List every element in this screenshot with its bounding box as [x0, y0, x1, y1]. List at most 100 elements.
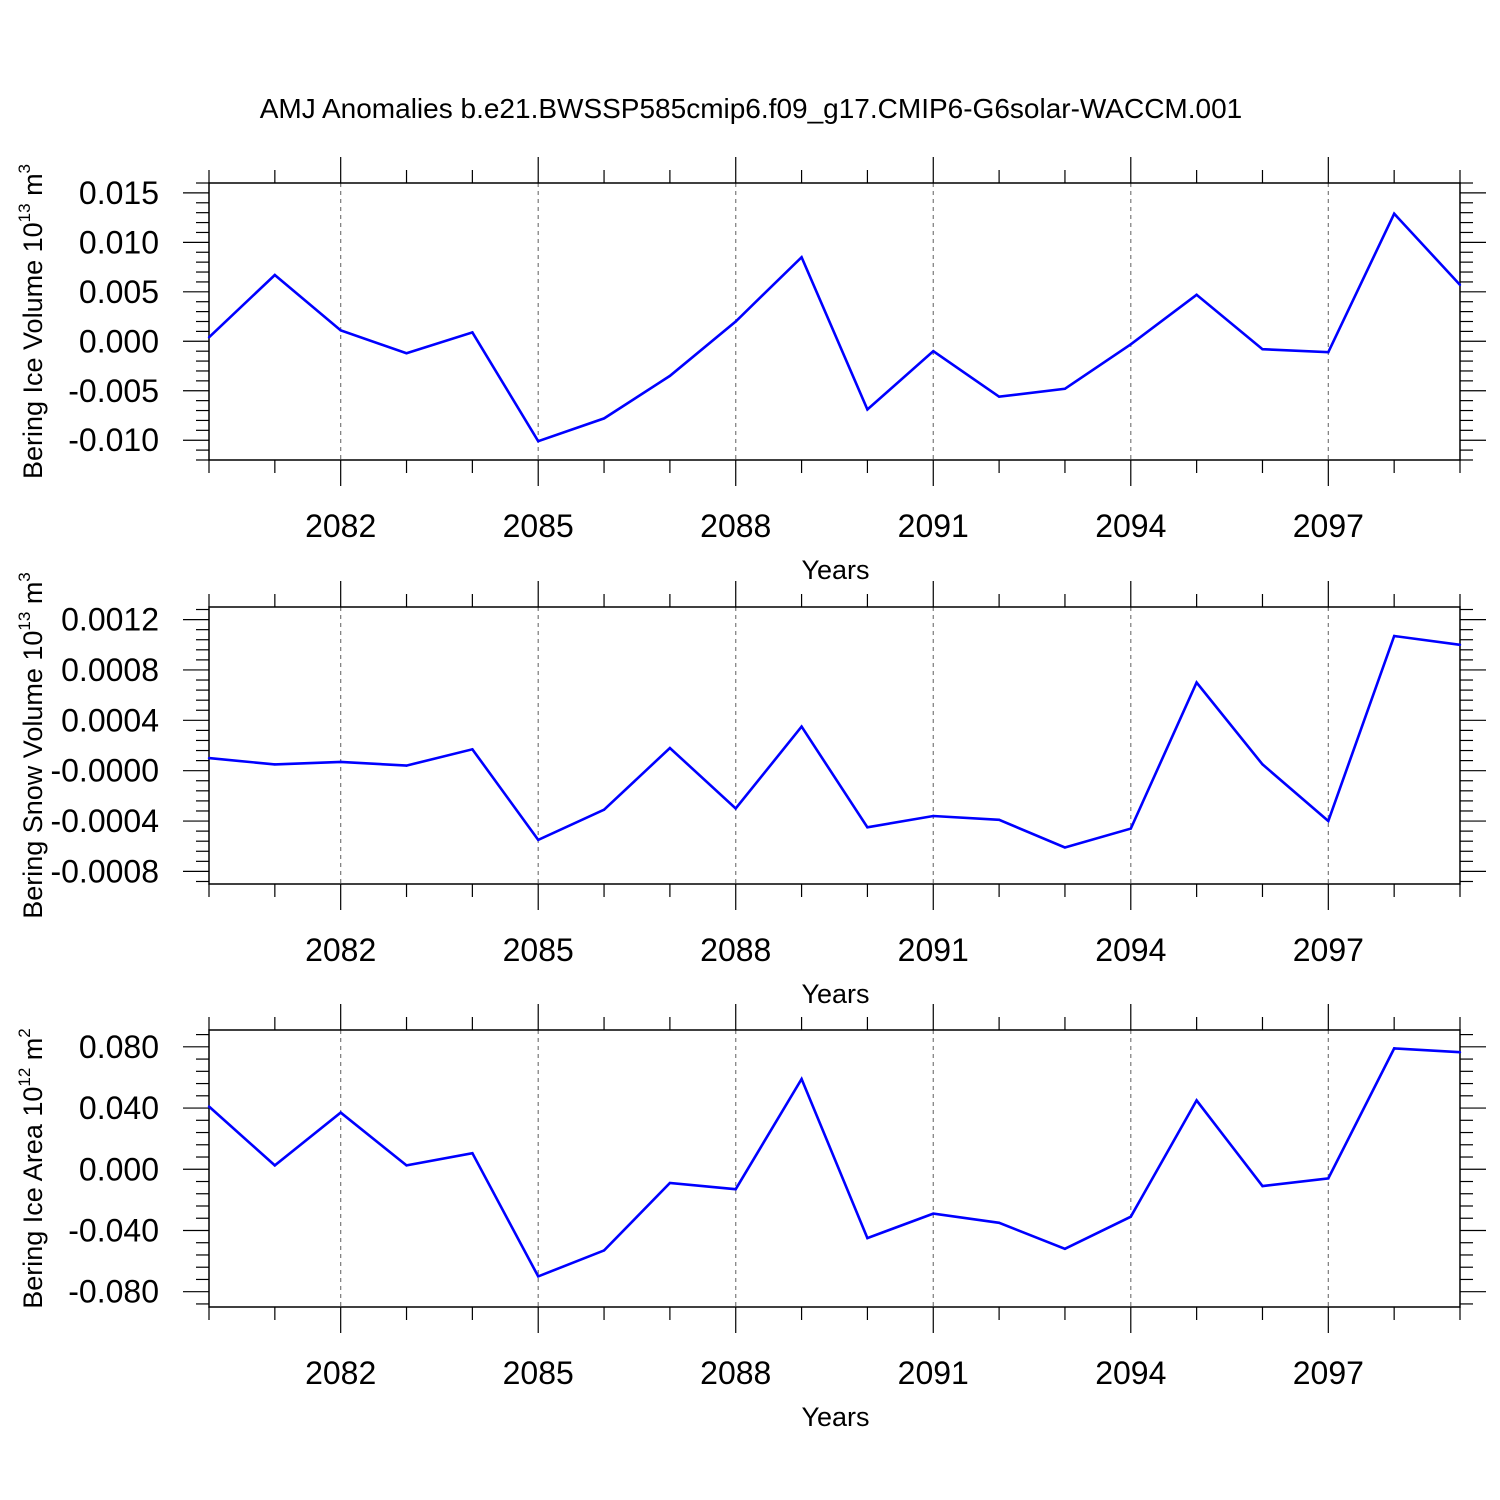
chart-title: AMJ Anomalies b.e21.BWSSP585cmip6.f09_g1…	[260, 93, 1243, 124]
data-point	[1261, 1184, 1264, 1188]
data-point	[800, 1077, 803, 1081]
x-tick-label: 2097	[1293, 1355, 1364, 1391]
data-point	[668, 374, 672, 378]
data-point	[471, 331, 474, 334]
plot-frame	[208, 1029, 1461, 1308]
x-tick-label: 2082	[305, 1355, 376, 1391]
data-point	[537, 440, 540, 443]
data-point	[207, 756, 211, 760]
data-point	[471, 748, 474, 751]
data-point	[339, 760, 342, 764]
data-point	[405, 764, 408, 767]
data-point	[273, 273, 277, 277]
data-point	[734, 320, 737, 323]
y-tick-label: 0.080	[79, 1029, 159, 1065]
data-point	[602, 417, 606, 420]
x-tick-label: 2094	[1095, 932, 1166, 968]
data-point	[339, 329, 342, 332]
y-tick-label: -0.040	[68, 1212, 159, 1248]
x-axis-title: Years	[801, 979, 869, 1009]
data-point	[932, 349, 935, 353]
y-tick-label: 0.0004	[61, 702, 159, 738]
data-point	[1063, 846, 1067, 849]
data-point	[1458, 643, 1462, 646]
data-point	[1129, 1215, 1132, 1218]
x-tick-label: 2097	[1293, 508, 1364, 544]
data-point	[800, 725, 803, 728]
x-tick-label: 2085	[503, 1355, 574, 1391]
data-point	[1327, 1177, 1330, 1180]
y-axis-title: Bering Snow Volume 1013 m3	[15, 572, 48, 919]
y-tick-label: -0.080	[68, 1274, 159, 1310]
x-tick-label: 2082	[305, 508, 376, 544]
y-axis-title: Bering Ice Volume 1013 m3	[15, 164, 48, 479]
data-point	[997, 395, 1001, 398]
series-line	[208, 1047, 1461, 1279]
y-axis-title: Bering Ice Area 1012 m2	[15, 1028, 48, 1309]
y-tick-label: -0.0000	[50, 753, 159, 789]
data-point	[1458, 283, 1462, 287]
panel-3: 2082 2085 2088 2091 2094 2097 0.080 0.040 0.000 -…	[15, 1004, 1486, 1432]
y-tick-label: 0.0008	[61, 652, 159, 688]
data-point	[273, 1164, 277, 1167]
panels: 2082 2085 2088 2091 2094 2097 0.015 0.010 0.005 0…	[15, 157, 1486, 1432]
data-point	[405, 1164, 408, 1167]
y-tick-label: 0.010	[79, 224, 159, 260]
y-tick-label: 0.015	[79, 175, 159, 211]
x-tick-label: 2091	[898, 508, 969, 544]
y-tick-label: -0.010	[68, 422, 159, 458]
data-point	[866, 826, 869, 829]
y-tick-label: 0.000	[79, 1151, 159, 1187]
data-point	[1392, 212, 1396, 215]
data-point	[1327, 819, 1330, 823]
series-line	[208, 634, 1461, 849]
data-point	[1392, 1047, 1396, 1050]
data-point	[207, 1105, 211, 1108]
data-point	[1195, 681, 1198, 684]
plot-frame	[208, 182, 1461, 461]
data-point	[932, 1212, 935, 1215]
data-point	[668, 1181, 672, 1185]
x-tick-label: 2088	[700, 1355, 771, 1391]
y-tick-label: -0.0008	[50, 853, 159, 889]
x-tick-label: 2085	[503, 932, 574, 968]
data-point	[339, 1111, 342, 1114]
x-axis-title: Years	[801, 555, 869, 585]
x-tick-label: 2097	[1293, 932, 1364, 968]
x-tick-label: 2085	[503, 508, 574, 544]
x-tick-label: 2082	[305, 932, 376, 968]
x-tick-label: 2088	[700, 508, 771, 544]
data-point	[1195, 1099, 1198, 1102]
data-point	[537, 1275, 540, 1278]
panel-1: 2082 2085 2088 2091 2094 2097 0.015 0.010 0.005 0…	[15, 157, 1486, 585]
data-point	[207, 336, 211, 339]
data-point	[1261, 763, 1264, 766]
data-point	[997, 1221, 1001, 1225]
data-point	[932, 814, 935, 818]
data-point	[471, 1151, 474, 1155]
data-point	[1392, 634, 1396, 638]
x-tick-label: 2088	[700, 932, 771, 968]
y-tick-label: 0.0012	[61, 602, 159, 638]
x-tick-label: 2094	[1095, 508, 1166, 544]
x-axis-title: Years	[801, 1402, 869, 1432]
data-point	[273, 763, 277, 766]
y-tick-label: -0.0004	[50, 803, 159, 839]
y-tick-label: 0.005	[79, 274, 159, 310]
x-tick-label: 2094	[1095, 1355, 1166, 1391]
x-tick-label: 2091	[898, 1355, 969, 1391]
data-point	[1195, 293, 1198, 296]
data-point	[800, 255, 803, 259]
y-tick-label: -0.005	[68, 373, 159, 409]
data-point	[734, 1187, 737, 1191]
data-point	[734, 807, 737, 810]
data-point	[602, 1249, 606, 1252]
data-point	[1129, 343, 1132, 346]
data-point	[1458, 1050, 1462, 1054]
data-point	[1261, 348, 1264, 351]
data-point	[1063, 1247, 1067, 1251]
x-tick-label: 2091	[898, 932, 969, 968]
data-point	[997, 818, 1001, 821]
data-point	[1327, 350, 1330, 354]
